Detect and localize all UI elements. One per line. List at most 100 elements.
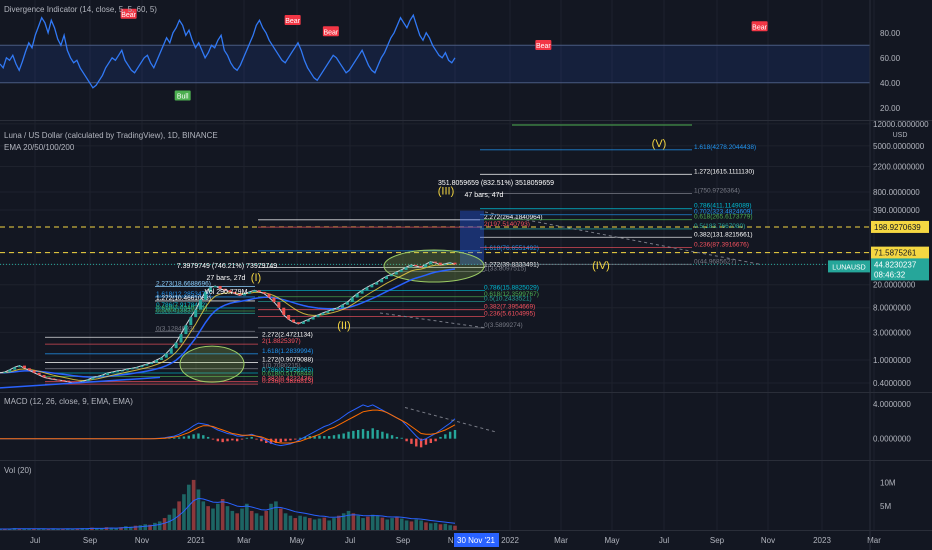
price-legend[interactable]: Luna / US Dollar (calculated by TradingV…: [4, 131, 218, 140]
macd-histogram-bar: [444, 434, 447, 439]
x-tick-label: Mar: [867, 536, 881, 545]
volume-bar: [433, 522, 438, 530]
consolidation-ellipse: [179, 345, 245, 383]
macd-histogram-bar: [376, 430, 379, 439]
price-candle: [42, 375, 46, 378]
pane-separator[interactable]: [0, 460, 932, 461]
macd-histogram-bar: [240, 438, 244, 440]
volume-bar: [211, 508, 215, 530]
macd-histogram-bar: [453, 430, 457, 439]
price-candle: [125, 368, 129, 371]
fib-level-label: 0.382(0.4222436): [262, 376, 313, 383]
fib-level-label: 0(44.9685627): [694, 258, 736, 265]
price-candle: [389, 274, 393, 277]
price-candle: [155, 359, 159, 363]
fib-level-label: 1.618(76.6551492): [484, 245, 539, 252]
price-candle: [13, 367, 17, 370]
macd-pane: [0, 404, 496, 448]
divergence-legend[interactable]: Divergence Indicator (14, close, 5, 5, 6…: [4, 5, 157, 14]
macd-histogram-bar: [289, 438, 292, 441]
volume-bar: [428, 523, 433, 530]
volume-pane: [0, 479, 457, 530]
macd-histogram-bar: [366, 430, 370, 439]
volume-bar: [312, 519, 317, 530]
volume-bar: [61, 529, 65, 530]
trend-line: [379, 312, 486, 329]
volume-bar: [17, 528, 22, 530]
price-candle: [57, 379, 61, 381]
volume-bar: [254, 513, 259, 530]
macd-legend[interactable]: MACD (12, 26, close, 9, EMA, EMA): [4, 397, 133, 406]
macd-histogram-bar: [405, 438, 408, 442]
fib-level-label: 0.236(5.6104995): [484, 311, 535, 318]
price-candle: [360, 290, 364, 294]
fib-level-label: 1(33.8097515): [484, 265, 526, 272]
volume-bar: [419, 520, 423, 530]
volume-bar: [404, 520, 409, 530]
price-candle: [37, 372, 41, 376]
volume-bar: [317, 518, 322, 530]
pane-separator[interactable]: [0, 392, 932, 393]
price-candle: [262, 291, 266, 294]
price-candle: [326, 311, 330, 313]
macd-histogram-bar: [168, 437, 171, 439]
divergence-y-tick: 20.00: [880, 104, 901, 113]
volume-legend[interactable]: Vol (20): [4, 466, 32, 475]
fib-level-label: 2(1.8825397): [262, 338, 301, 345]
price-unit: USD: [893, 132, 908, 139]
macd-histogram-bar: [400, 437, 403, 439]
price-candle: [248, 291, 252, 294]
pane-separator[interactable]: [0, 120, 932, 121]
macd-histogram-bar: [429, 438, 432, 443]
bear-signal-box: [751, 21, 768, 32]
volume-bar: [399, 518, 404, 530]
price-candle: [101, 375, 105, 377]
wave-label: (III): [438, 186, 455, 198]
price-candle: [179, 334, 183, 343]
last-price-box: [871, 258, 929, 281]
volume-bar: [390, 518, 394, 530]
price-candle: [252, 290, 256, 292]
bear-signal-label: Bear: [752, 24, 767, 31]
price-candle: [8, 369, 12, 373]
countdown: 08:46:32: [874, 270, 906, 279]
macd-histogram-bar: [395, 436, 399, 439]
price-candle: [111, 372, 115, 374]
volume-bar: [332, 518, 336, 530]
bear-signal-box: [535, 40, 552, 50]
ticker-label: LUNAUSD: [832, 264, 865, 271]
volume-bar: [7, 529, 12, 530]
volume-bar: [191, 479, 196, 530]
ema-legend[interactable]: EMA 20/50/100/200: [4, 143, 75, 152]
price-candle: [355, 293, 359, 298]
price-candle: [96, 376, 100, 378]
price-candle: [267, 293, 271, 298]
price-candle: [287, 314, 291, 320]
price-candle: [331, 309, 335, 312]
x-tick-label: Nov: [135, 536, 149, 545]
wave-label: (I): [251, 272, 261, 284]
fib-level-label: 0.382(7.3954669): [484, 304, 535, 311]
consolidation-ellipse: [383, 249, 485, 283]
volume-bar: [303, 516, 307, 530]
price-candle: [336, 307, 340, 310]
pane-separator: [0, 530, 932, 531]
fib-level-label: 1(0.7080215): [262, 363, 301, 370]
price-candle: [169, 348, 173, 354]
volume-bar: [27, 529, 31, 530]
macd-histogram-bar: [192, 434, 195, 439]
volume-bar: [235, 513, 239, 530]
ticker-box: [828, 260, 870, 273]
macd-histogram-bar: [206, 436, 210, 439]
bear-signal-label: Bear: [121, 12, 136, 19]
macd-signal-line: [0, 409, 456, 444]
macd-histogram-bar: [231, 438, 234, 441]
macd-histogram-bar: [269, 438, 273, 444]
price-candle: [228, 290, 232, 292]
macd-histogram-bar: [245, 437, 249, 439]
macd-histogram-bar: [347, 431, 350, 439]
price-candle: [199, 299, 203, 310]
volume-ma-line: [0, 497, 456, 530]
fib-level-label: 0(3.1284693): [156, 325, 195, 332]
volume-bar: [298, 515, 302, 530]
